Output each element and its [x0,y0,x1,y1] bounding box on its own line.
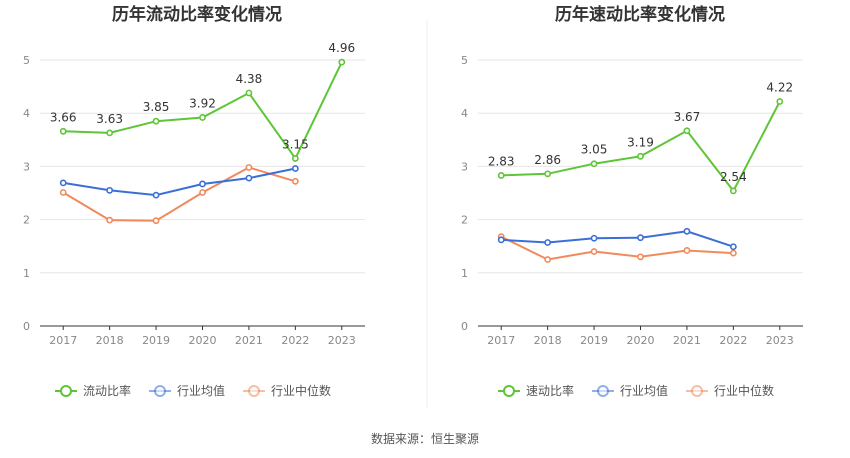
x-tick-label: 2018 [96,334,124,347]
y-tick-label: 2 [461,214,468,227]
data-point [729,249,737,257]
series-line-1 [501,230,734,248]
current-ratio-chart: 历年流动比率变化情况 0 1 2 3 4 5 2017 2018 2019 2020 2021 2022… [23,4,365,398]
data-point [637,234,644,242]
data-label: 4.96 [328,41,355,55]
data-point [291,155,299,162]
y-tick-label: 1 [23,267,30,280]
legend-label: 速动比率 [526,383,574,398]
series-line-1 [63,167,296,197]
data-point [199,189,206,196]
data-point [497,172,505,179]
data-point [152,117,160,125]
x-tick-label: 2020 [627,334,655,347]
data-label: 3.15 [282,137,309,151]
data-point [683,127,691,135]
data-point [245,89,253,97]
data-label: 3.63 [96,112,123,126]
data-point [729,187,737,195]
data-point [106,216,114,224]
data-point [106,129,114,137]
data-point [683,247,691,254]
y-tick-label: 5 [461,54,468,67]
legend-marker-0 [60,385,72,397]
legend-marker-2 [248,385,260,397]
data-point [776,98,784,105]
data-point [59,189,67,196]
data-label: 3.19 [627,135,654,149]
data-point [590,160,598,168]
quick-ratio-chart: 历年速动比率变化情况 0 1 2 3 4 5 2017 2018 2019 2020 2021 2022… [461,4,803,398]
x-tick-label: 2017 [487,334,515,347]
x-tick-label: 2023 [766,334,794,347]
series-line-2 [62,166,296,222]
y-tick-label: 4 [461,107,468,120]
data-label: 4.22 [766,80,793,94]
legend-label: 行业中位数 [714,383,774,398]
data-point [590,248,598,255]
legend-marker-0 [503,385,515,397]
x-tick-label: 2018 [534,334,562,347]
x-tick-label: 2022 [281,334,309,347]
data-point [199,114,206,121]
legend-label: 行业均值 [177,383,225,398]
data-point [637,152,644,160]
y-tick-label: 3 [23,160,30,173]
data-point [497,236,505,244]
legend-label: 行业中位数 [271,383,331,398]
data-label: 4.38 [236,72,263,86]
data-point [544,170,552,178]
data-point [152,217,160,225]
data-point [683,227,691,235]
legend-marker-1 [154,385,166,397]
data-point [590,234,598,242]
data-point [544,239,552,246]
legend-marker-1 [597,385,609,397]
data-point [59,127,67,135]
x-tick-label: 2017 [49,334,77,347]
data-point [637,253,644,261]
x-tick-label: 2021 [673,334,701,347]
data-point [338,58,346,66]
data-label: 2.54 [720,170,747,184]
y-tick-label: 4 [23,107,30,120]
x-tick-label: 2022 [719,334,747,347]
y-tick-label: 2 [23,214,30,227]
y-tick-label: 3 [461,160,468,173]
y-tick-label: 5 [23,54,30,67]
x-tick-label: 2023 [328,334,356,347]
data-point [729,243,737,251]
data-label: 3.92 [189,96,216,110]
legend-marker-2 [691,385,703,397]
data-point [245,164,253,171]
data-point [59,179,67,187]
data-label: 3.67 [674,110,701,124]
x-tick-label: 2021 [235,334,263,347]
y-tick-label: 0 [23,320,30,333]
x-tick-label: 2019 [142,334,170,347]
legend-label: 流动比率 [83,383,131,398]
data-point [291,165,299,172]
data-point [199,180,206,188]
data-point [152,191,160,199]
data-point [245,174,253,182]
x-tick-label: 2020 [189,334,217,347]
y-tick-label: 1 [461,267,468,280]
series-line-2 [500,235,734,261]
x-tick-label: 2019 [580,334,608,347]
chart-title: 历年速动比率变化情况 [555,4,725,25]
data-label: 3.85 [143,100,170,114]
chart-title: 历年流动比率变化情况 [112,4,282,25]
data-label: 2.86 [534,153,561,167]
data-label: 2.83 [488,154,515,168]
data-point [544,256,552,263]
data-point [291,177,299,185]
data-label: 3.66 [50,110,77,124]
legend-label: 行业均值 [620,383,668,398]
y-tick-label: 0 [461,320,468,333]
data-label: 3.05 [581,143,608,157]
data-point [106,186,114,194]
data-source-text: 数据来源：恒生聚源 [371,431,479,446]
